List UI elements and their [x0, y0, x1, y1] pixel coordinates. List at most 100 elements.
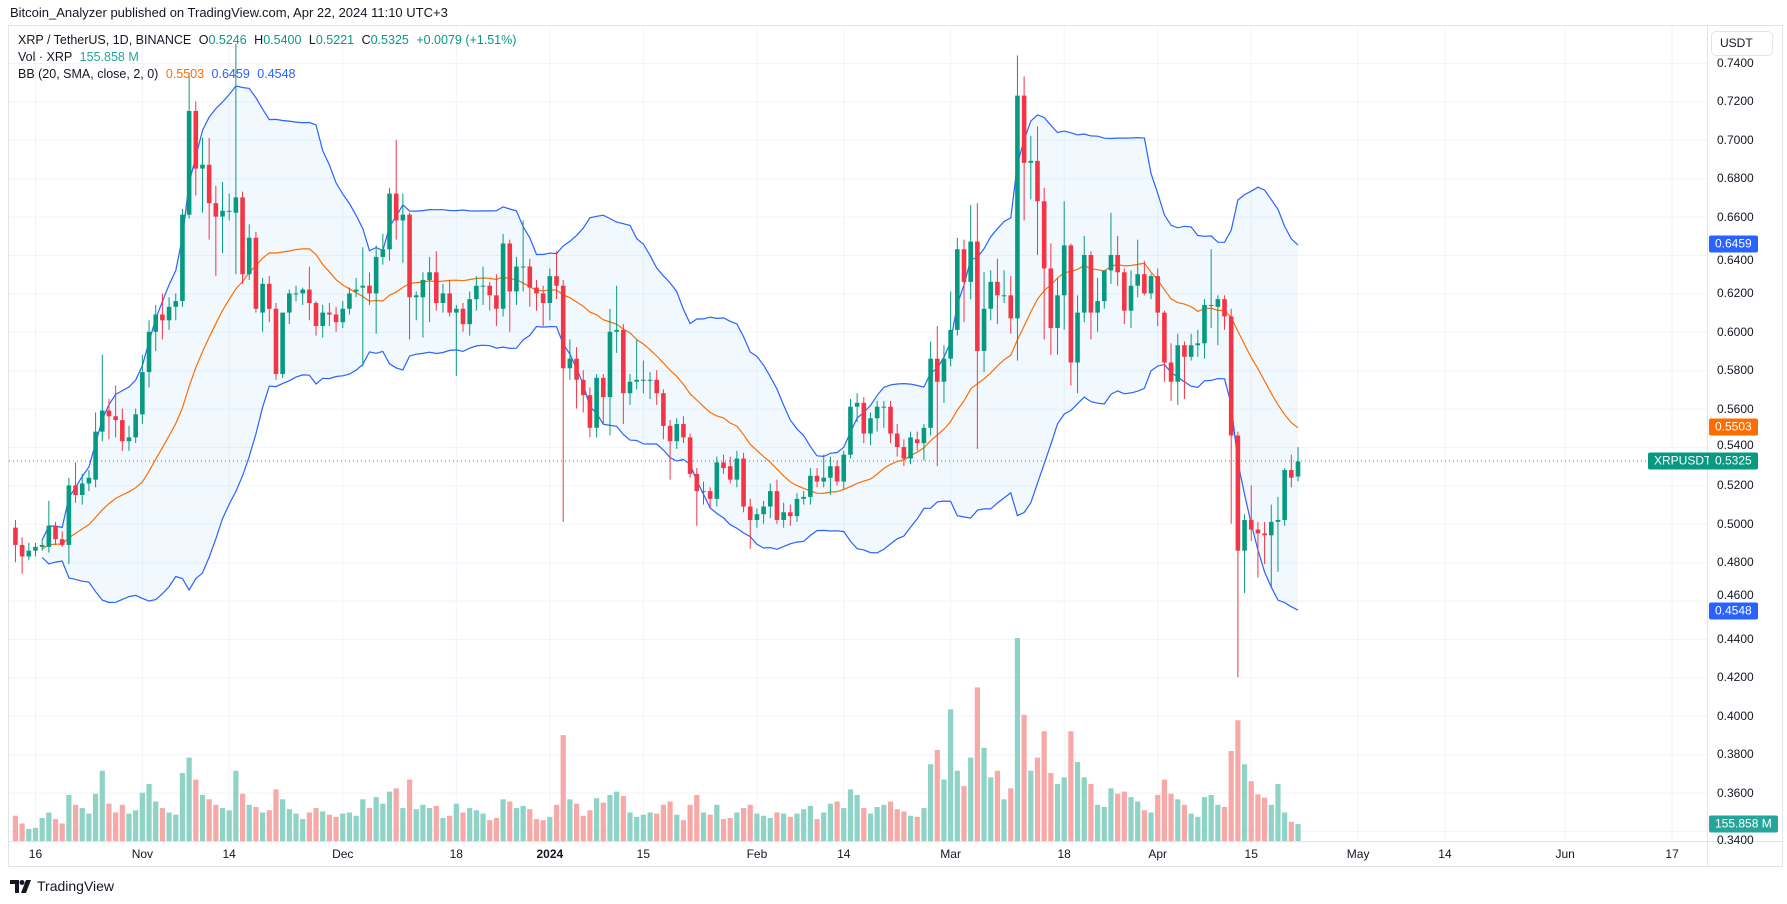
candle-body — [226, 210, 232, 212]
price-tick-label: 0.4000 — [1717, 708, 1754, 723]
candle-body — [433, 272, 439, 303]
volume-badge: 155.858 M — [1709, 815, 1778, 833]
candle — [246, 224, 252, 280]
volume-bar — [841, 808, 847, 841]
candle — [1195, 329, 1201, 357]
candle — [1068, 243, 1074, 386]
open-value: O0.5246 — [198, 33, 247, 47]
candle — [1035, 126, 1040, 255]
time-tick-label: May — [1346, 847, 1370, 861]
volume-bar — [874, 806, 880, 841]
candle-body — [874, 406, 880, 419]
volume-bar — [887, 801, 894, 841]
candle-body — [200, 164, 205, 169]
candle — [794, 493, 800, 522]
candle-body — [1282, 470, 1287, 520]
candle — [226, 193, 232, 221]
bb-fill — [42, 86, 1299, 611]
volume-bar — [747, 804, 753, 841]
candle-body — [193, 111, 199, 169]
candle — [93, 412, 98, 488]
candle — [1061, 201, 1067, 330]
candle-body — [600, 377, 606, 398]
candle — [300, 287, 305, 305]
legend-bb-row[interactable]: BB (20, SMA, close, 2, 0) 0.5503 0.6459 … — [18, 67, 300, 81]
candle — [474, 276, 479, 311]
volume-bar — [1041, 731, 1047, 841]
volume-bar — [567, 799, 573, 841]
volume-bar — [507, 801, 513, 841]
candle — [220, 182, 225, 254]
volume-bar — [19, 823, 25, 841]
volume-bar — [914, 816, 920, 841]
candle-body — [480, 285, 486, 287]
candle — [707, 487, 713, 509]
volume-bar — [313, 808, 319, 841]
volume-bar — [26, 828, 32, 841]
bb-upper-value: 0.6459 — [211, 67, 250, 81]
candle-body — [233, 197, 239, 213]
volume-bar — [513, 808, 520, 841]
candle-body — [1041, 201, 1047, 269]
candle-body — [93, 431, 98, 480]
candle-body — [407, 214, 412, 298]
candle-body — [574, 358, 579, 380]
candle-body — [794, 498, 800, 517]
candle-body — [701, 491, 706, 493]
tradingview-logo[interactable]: TradingView — [10, 878, 114, 894]
candle — [527, 258, 533, 307]
candle — [387, 187, 392, 261]
volume-bar — [587, 810, 593, 841]
candle — [1081, 235, 1087, 323]
candle — [1268, 504, 1274, 588]
candle — [79, 473, 85, 505]
candle — [1021, 76, 1027, 221]
volume-bar — [360, 799, 366, 841]
volume-bar — [133, 810, 139, 841]
candle — [200, 137, 205, 213]
volume-bar — [326, 814, 332, 841]
volume-bar — [1128, 797, 1134, 841]
publisher-caption: Bitcoin_Analyzer published on TradingVie… — [10, 5, 448, 20]
candle-body — [39, 544, 45, 547]
candle — [1155, 268, 1161, 327]
candle-body — [33, 546, 38, 551]
volume-bar — [1228, 751, 1234, 841]
candle-body — [1008, 295, 1014, 319]
volume-bar — [226, 810, 232, 841]
candle-body — [941, 358, 947, 382]
price-tick-label: 0.5800 — [1717, 363, 1754, 378]
candle — [1095, 278, 1100, 332]
candle — [888, 400, 893, 444]
legend-volume-row[interactable]: Vol · XRP 155.858 M — [18, 50, 143, 64]
volume-bar — [320, 811, 326, 841]
volume-bar — [219, 808, 226, 841]
volume-bar — [46, 812, 52, 841]
volume-bar — [620, 796, 626, 841]
candle-body — [333, 314, 339, 323]
candle — [460, 303, 466, 332]
candle-body — [834, 466, 840, 482]
candle — [587, 387, 593, 438]
legend-symbol-row[interactable]: XRP / TetherUS, 1D, BINANCE O0.5246 H0.5… — [18, 33, 520, 47]
candle-body — [126, 437, 132, 442]
candle — [53, 521, 58, 545]
candle — [567, 339, 573, 380]
candle — [1015, 55, 1020, 361]
candle-body — [1095, 301, 1100, 313]
time-tick-label: 14 — [222, 847, 236, 861]
price-tick-label: 0.5400 — [1717, 438, 1754, 452]
volume-bar — [260, 812, 266, 841]
volume-bar — [821, 812, 827, 841]
bollinger-bands — [41, 85, 1299, 611]
volume-bar — [1008, 788, 1014, 841]
candle — [948, 291, 953, 367]
candle-body — [79, 483, 85, 495]
volume-bar — [1221, 806, 1228, 841]
candle-body — [1202, 304, 1207, 344]
currency-button[interactable]: USDT — [1711, 31, 1773, 56]
candle — [788, 504, 793, 526]
candle-body — [253, 237, 259, 309]
candle-body — [961, 249, 967, 282]
